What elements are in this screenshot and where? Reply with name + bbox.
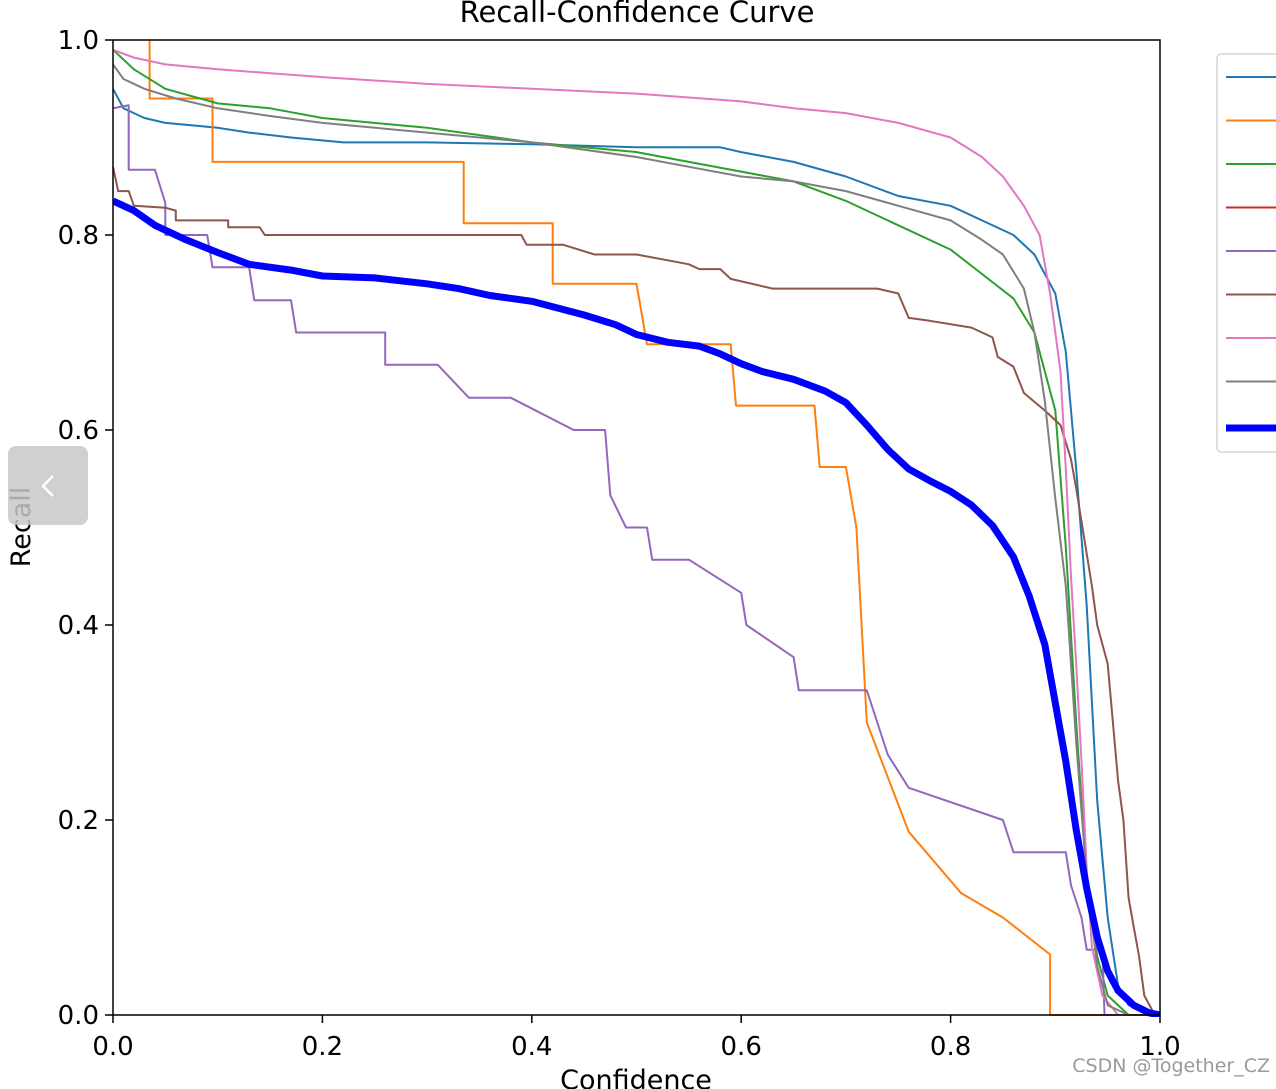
x-tick-label: 0.4 bbox=[511, 1032, 552, 1062]
series-line-3 bbox=[113, 49, 1160, 1016]
y-tick-label: 0.8 bbox=[58, 221, 99, 251]
y-tick-label: 0.4 bbox=[58, 611, 99, 641]
series-line-8 bbox=[113, 63, 1160, 1016]
watermark: CSDN @Together_CZ bbox=[1072, 1055, 1270, 1077]
series-line-7 bbox=[113, 48, 1160, 1016]
x-axis: 0.0 0.2 0.4 0.6 0.8 1.0 bbox=[92, 1015, 1181, 1062]
y-tick-label: 0.6 bbox=[58, 416, 99, 446]
chevron-left-icon bbox=[41, 474, 54, 497]
plot-area bbox=[113, 40, 1161, 1017]
x-tick-label: 0.6 bbox=[721, 1032, 762, 1062]
x-tick-label: 0.2 bbox=[302, 1032, 343, 1062]
back-button[interactable] bbox=[8, 446, 88, 525]
legend-box bbox=[1216, 53, 1276, 453]
plot-frame bbox=[112, 39, 1161, 1016]
series-line-5 bbox=[113, 104, 1160, 1016]
y-tick-label: 0.0 bbox=[58, 1001, 99, 1031]
series-line-9 bbox=[113, 197, 1161, 1017]
y-axis: 0.0 0.2 0.4 0.6 0.8 1.0 bbox=[58, 26, 113, 1031]
legend bbox=[1216, 53, 1276, 453]
x-tick-label: 1.0 bbox=[1139, 1032, 1180, 1062]
series-line-2 bbox=[148, 40, 1160, 1016]
y-tick-label: 1.0 bbox=[58, 26, 99, 56]
series-line-6 bbox=[113, 166, 1160, 1016]
x-tick-label: 0.8 bbox=[930, 1032, 971, 1062]
x-tick-label: 0.0 bbox=[92, 1032, 133, 1062]
x-axis-title: Confidence bbox=[560, 1065, 712, 1089]
chart-title: Recall-Confidence Curve bbox=[460, 0, 815, 29]
series-line-1 bbox=[113, 88, 1161, 1016]
y-tick-label: 0.2 bbox=[58, 806, 99, 836]
